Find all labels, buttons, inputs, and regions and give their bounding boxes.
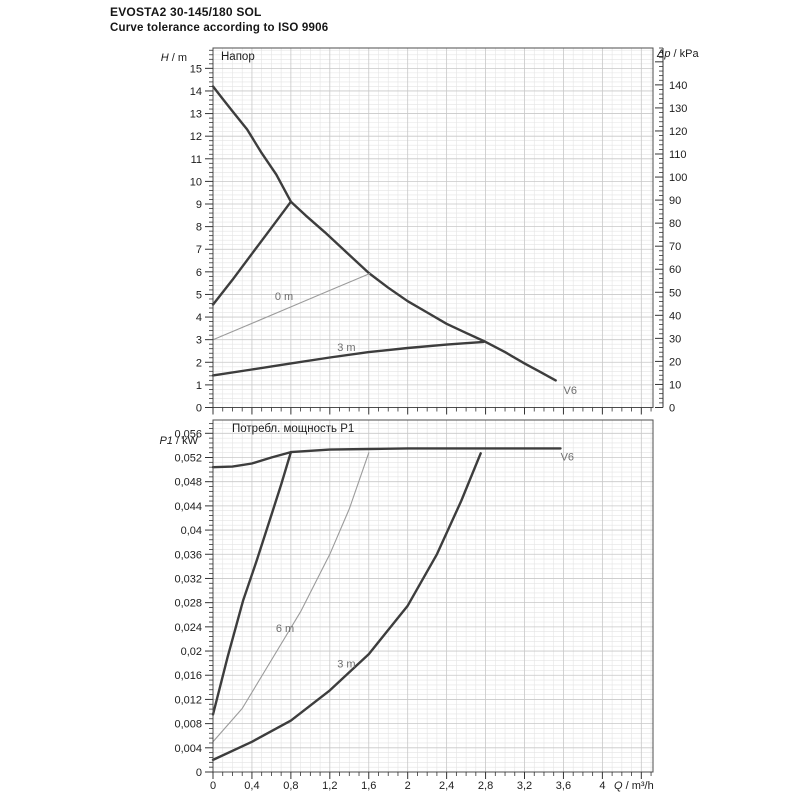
series-setting-3m-curve bbox=[211, 340, 485, 377]
x-axis bbox=[212, 407, 652, 415]
y-tick-label: 9 bbox=[196, 199, 202, 211]
y-tick-label: 13 bbox=[190, 109, 202, 121]
y-tick-label: 0,016 bbox=[174, 670, 202, 682]
y-tick-label: 6 bbox=[196, 267, 202, 279]
series-proportional-max-curve bbox=[211, 200, 293, 306]
grid bbox=[213, 420, 653, 772]
y-tick-label: 0,008 bbox=[174, 719, 202, 731]
annotations: 6 m 3 m V6 bbox=[276, 451, 574, 670]
y-tick-label: 5 bbox=[196, 289, 202, 301]
y-axis: 0 0,004 0,008 0,012 0,016 0,02 0,024 0,028 0,032… bbox=[174, 423, 213, 779]
y-tick-label: 0,004 bbox=[174, 743, 202, 755]
series-v6-max-power-curve bbox=[211, 447, 562, 469]
y-tick-label: 2 bbox=[196, 357, 202, 369]
series bbox=[211, 447, 562, 762]
axis-title: H / m bbox=[161, 52, 187, 64]
series-setting-0m-curve bbox=[212, 273, 371, 341]
y-tick-label: 8 bbox=[196, 222, 202, 234]
y-tick-label: 10 bbox=[190, 176, 202, 188]
y-tick-label: 0,052 bbox=[174, 452, 202, 464]
x-tick-label: 4 bbox=[599, 780, 605, 792]
y2-tick-label: 10 bbox=[669, 379, 681, 391]
chart-title: Напор bbox=[221, 51, 255, 63]
y2-tick-label: 80 bbox=[669, 218, 681, 230]
grid bbox=[213, 48, 653, 408]
curve-label-6m: 6 m bbox=[276, 623, 294, 635]
model-title: EVOSTA2 30-145/180 SOL bbox=[110, 5, 262, 19]
axis-title: Q / m³/h bbox=[614, 780, 654, 792]
curve-label-3m: 3 m bbox=[337, 659, 355, 671]
y-tick-label: 0,056 bbox=[174, 428, 202, 440]
curve-label-V6: V6 bbox=[561, 451, 574, 463]
x-tick-label: 3,6 bbox=[556, 780, 571, 792]
y-tick-label: 12 bbox=[190, 131, 202, 143]
axis-title: P1 / kW bbox=[159, 435, 198, 447]
y-tick-label: 0,012 bbox=[174, 694, 202, 706]
x-axis: 0 0,4 0,8 1,2 1,6 2 2,4 2,8 3,2 3,6 4 Q / m³/h bbox=[210, 772, 654, 792]
curve-label-V6: V6 bbox=[564, 385, 577, 397]
chart-title: Потребл. мощность P1 bbox=[232, 423, 354, 435]
plot-frame bbox=[212, 419, 654, 773]
y2-tick-label: 140 bbox=[669, 80, 687, 92]
y-tick-label: 14 bbox=[190, 86, 202, 98]
y2-tick-label: 120 bbox=[669, 126, 687, 138]
y-tick-label: 0,02 bbox=[181, 646, 202, 658]
y2-tick-label: 20 bbox=[669, 356, 681, 368]
y-tick-label: 0,044 bbox=[174, 501, 202, 513]
plot-frame bbox=[212, 47, 654, 408]
y2-tick-label: 110 bbox=[669, 149, 687, 161]
x-tick-label: 1,6 bbox=[361, 780, 376, 792]
x-tick-label: 2,4 bbox=[439, 780, 454, 792]
y2-tick-label: 130 bbox=[669, 103, 687, 115]
y-tick-label: 0,036 bbox=[174, 549, 202, 561]
y2-tick-label: 70 bbox=[669, 241, 681, 253]
y-tick-label: 4 bbox=[196, 312, 202, 324]
power-chart: 0 0,004 0,008 0,012 0,016 0,02 0,024 0,028 0,032… bbox=[159, 419, 654, 792]
x-tick-label: 1,2 bbox=[322, 780, 337, 792]
series-setting-6m-power-curve bbox=[212, 452, 370, 743]
x-tick-label: 3,2 bbox=[517, 780, 532, 792]
x-tick-label: 2 bbox=[405, 780, 411, 792]
y2-tick-label: 90 bbox=[669, 195, 681, 207]
x-tick-label: 0,4 bbox=[244, 780, 259, 792]
series-max-speed-curve bbox=[211, 85, 557, 382]
x-tick-label: 0,8 bbox=[283, 780, 298, 792]
y-tick-label: 3 bbox=[196, 335, 202, 347]
curve-label-3m: 3 m bbox=[337, 342, 355, 354]
y2-tick-label: 60 bbox=[669, 264, 681, 276]
y2-tick-label: 40 bbox=[669, 310, 681, 322]
series bbox=[211, 85, 557, 382]
y2-tick-label: 30 bbox=[669, 333, 681, 345]
y-tick-label: 0,04 bbox=[181, 525, 202, 537]
y-tick-label: 11 bbox=[191, 154, 202, 166]
y-tick-label: 15 bbox=[190, 63, 202, 75]
head-chart: 0123456789101112131415010203040506070809… bbox=[161, 47, 700, 415]
series-proportional-max-power-curve bbox=[211, 450, 293, 716]
y-tick-label: 0 bbox=[196, 767, 202, 779]
curve-label-0m: 0 m bbox=[275, 291, 293, 303]
x-tick-label: 0 bbox=[210, 780, 216, 792]
tolerance-note: Curve tolerance according to ISO 9906 bbox=[110, 22, 329, 34]
y-tick-label: 7 bbox=[196, 244, 202, 256]
y-tick-label: 0,028 bbox=[174, 598, 202, 610]
y-tick-label: 1 bbox=[196, 380, 202, 392]
axis-title: Δp / kPa bbox=[656, 48, 700, 60]
series-setting-3m-power-curve bbox=[211, 452, 482, 762]
annotations: 0 m 3 m V6 bbox=[275, 291, 577, 397]
y2-tick-label: 0 bbox=[669, 403, 675, 415]
y-tick-label: 0,032 bbox=[174, 573, 202, 585]
y-tick-label: 0,024 bbox=[174, 622, 202, 634]
y-tick-label: 0 bbox=[196, 403, 202, 415]
y2-tick-label: 50 bbox=[669, 287, 681, 299]
y-tick-label: 0,048 bbox=[174, 477, 202, 489]
right-axis: 0 10 20 30 40 50 60 70 80 90 100 110 120 130 140 Δp / k… bbox=[655, 47, 700, 415]
x-tick-label: 2,8 bbox=[478, 780, 493, 792]
y2-tick-label: 100 bbox=[669, 172, 687, 184]
